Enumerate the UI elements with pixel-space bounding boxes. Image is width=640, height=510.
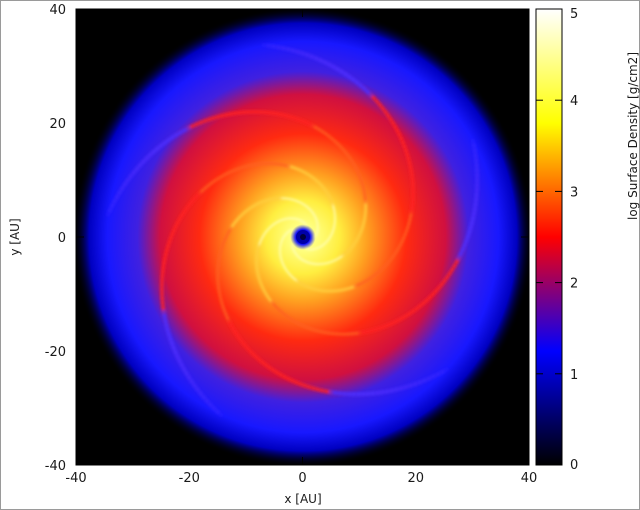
y-tick-label: 20 [49,117,66,132]
x-tick-label: 0 [298,471,306,486]
x-tick-label: 40 [521,471,538,486]
spiral-arm-segment [440,367,450,374]
colorbar-label: log Surface Density [g/cm2] [626,52,640,220]
x-tick-label: -40 [65,471,86,486]
colorbar-tick-label: 4 [570,94,578,109]
y-tick-label: -40 [45,459,66,474]
colorbar-tick-label: 3 [570,185,578,200]
x-axis-label: x [AU] [284,492,321,506]
x-tick-label: -20 [179,471,200,486]
spiral-arm-segment [105,208,113,217]
y-axis: -40 -20 0 20 40 [45,3,529,474]
y-tick-label: 0 [58,231,66,246]
colorbar-tick-label: 5 [570,7,578,22]
colorbar-tick-label: 0 [570,458,578,473]
colorbar-axis: 0 1 2 3 4 5 [536,7,578,473]
y-tick-label: 40 [49,3,66,18]
spiral-arm-segment [215,409,224,418]
x-tick-label: 20 [407,471,424,486]
colorbar-tick-label: 1 [570,368,578,383]
central-star [300,234,306,240]
spiral-arm-segment [470,138,477,148]
spiral-arm-segment [261,42,271,48]
colorbar-tick-label: 2 [570,277,578,292]
plot-area [76,9,529,465]
spiral-arms [105,42,480,418]
y-tick-label: -20 [45,345,66,360]
y-axis-label: y [AU] [8,218,22,255]
x-axis: -40 -20 0 20 40 [65,9,537,486]
colorbar [535,8,563,466]
